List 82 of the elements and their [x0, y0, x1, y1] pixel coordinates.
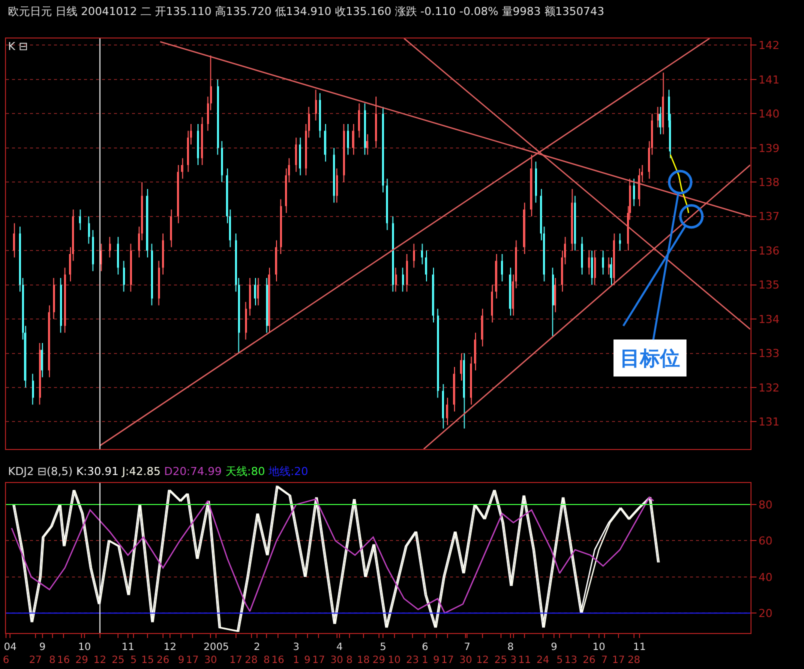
x2-tick-label: 8 — [264, 655, 270, 666]
x2-tick-label: 7 — [601, 655, 608, 666]
x2-tick-label: 29 — [75, 655, 88, 666]
x-tick-label: 4 — [336, 642, 343, 653]
x2-tick-label: 12 — [94, 655, 106, 666]
y-tick-label: 142 — [758, 39, 780, 52]
series-label: J:42.85 — [121, 465, 161, 478]
x2-tick-label: 17 — [312, 655, 325, 666]
x-tick-label: 11 — [633, 642, 646, 653]
x2-tick-label: 6 — [2, 655, 10, 666]
x2-tick-label: 30 — [204, 655, 218, 666]
x2-tick-label: 28 — [244, 655, 258, 666]
x2-tick-label: 24 — [536, 655, 550, 666]
x-tick-label: 10 — [78, 642, 91, 653]
y-tick-label: 137 — [758, 210, 780, 224]
x2-tick-label: 17 — [441, 655, 454, 666]
x2-tick-label: 10 — [388, 655, 401, 666]
x2-tick-label: 26 — [582, 655, 596, 666]
x2-tick-label: 9 — [178, 655, 184, 666]
y-tick-label: 132 — [758, 381, 780, 394]
y-tick-label: 135 — [758, 278, 780, 292]
x2-tick-label: 9 — [433, 655, 440, 666]
x2-tick-label: 5 — [556, 655, 563, 666]
x2-tick-label: 15 — [141, 655, 154, 666]
y-tick-label: 20 — [758, 606, 772, 620]
x-tick-label: 11 — [122, 642, 134, 653]
x2-tick-label: 13 — [564, 655, 578, 666]
x2-tick-label: 8 — [346, 655, 353, 666]
y-tick-label: 134 — [758, 312, 780, 326]
text: D20:74.99 — [164, 465, 222, 478]
ref-line-label: 地线:20 — [267, 465, 308, 478]
x-tick-label: 6 — [422, 642, 428, 653]
x2-tick-label: 3 — [510, 655, 517, 666]
x2-tick-label: 23 — [406, 655, 419, 666]
x-tick-label: 7 — [464, 642, 470, 653]
x2-tick-label: 25 — [112, 655, 124, 666]
x2-tick-label: 17 — [230, 655, 242, 666]
x2-tick-label: 18 — [357, 655, 370, 666]
x2-tick-label: 9 — [304, 655, 311, 666]
x-tick-label: 2 — [254, 642, 260, 653]
annotation: 目标位 — [620, 346, 680, 370]
x2-tick-label: 1 — [292, 655, 300, 666]
y-tick-label: 140 — [758, 108, 780, 121]
x2-tick-label: 30 — [459, 655, 472, 666]
x-tick-label: 5 — [380, 642, 386, 653]
y-tick-label: 60 — [758, 534, 772, 548]
x2-tick-label: 29 — [372, 655, 386, 666]
y-tick-label: 139 — [758, 142, 780, 155]
x2-tick-label: 8 — [49, 655, 56, 666]
x-tick-label: 2005 — [204, 642, 229, 653]
x2-tick-label: 28 — [628, 655, 640, 666]
y-tick-label: 141 — [758, 73, 780, 86]
chart-title: 欧元日元 日线 20041012 二 开135.110 高135.720 低134.910 收135.160 涨跌 -0.110 -0.08% 量9983 额1350743 — [8, 5, 604, 18]
x-tick-label: 9 — [550, 642, 558, 653]
y-tick-label: 131 — [758, 416, 780, 429]
x-tick-label: 10 — [592, 642, 606, 653]
x2-tick-label: 30 — [330, 655, 344, 666]
y-tick-label: 138 — [758, 176, 780, 189]
series-label: K:30.91 — [76, 465, 119, 478]
y-tick-label: 136 — [758, 244, 780, 258]
x2-tick-label: 1 — [422, 655, 428, 666]
x2-tick-label: 26 — [156, 655, 170, 666]
x2-tick-label: 17 — [612, 655, 625, 666]
x2-tick-label: 25 — [494, 655, 508, 666]
x-tick-label: 9 — [39, 642, 46, 653]
x-tick-label: 04 — [4, 642, 17, 653]
x2-tick-label: 27 — [29, 655, 42, 666]
y-tick-label: 80 — [758, 498, 772, 512]
x-tick-label: 12 — [164, 642, 176, 653]
x2-tick-label: 12 — [476, 655, 489, 666]
y-tick-label: 40 — [758, 570, 772, 584]
x2-tick-label: 16 — [57, 655, 70, 666]
annotation: K ⊟ — [8, 40, 28, 53]
x-tick-label: 8 — [507, 642, 514, 653]
x2-tick-label: 16 — [272, 655, 284, 666]
x2-tick-label: 17 — [186, 655, 199, 666]
chart-title: KDJ2 ⊟(8,5) — [8, 465, 73, 478]
ref-line-label: 天线:80 — [225, 465, 265, 478]
x2-tick-label: 5 — [130, 655, 137, 666]
x2-tick-label: 11 — [518, 655, 531, 666]
y-tick-label: 133 — [758, 347, 780, 360]
x-tick-label: 3 — [292, 642, 300, 653]
